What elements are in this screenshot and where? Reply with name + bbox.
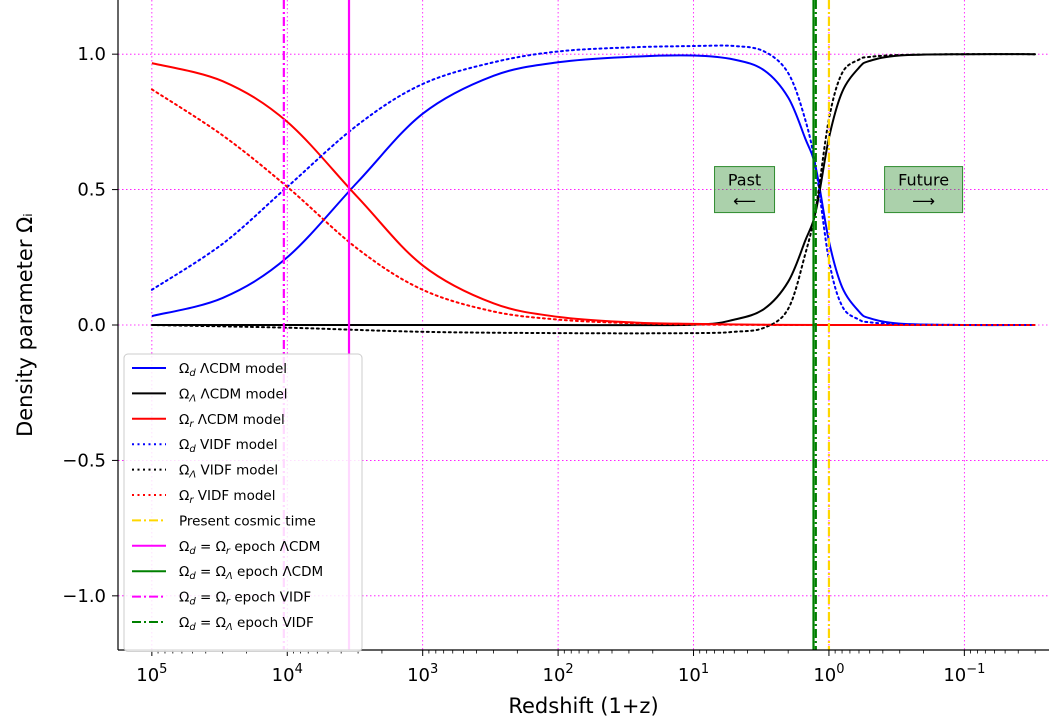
annotation-box-0 (714, 166, 776, 214)
series-line-2 (151, 62, 1036, 327)
legend-label-6: Present cosmic time (179, 513, 316, 529)
legend-label-5: Ωr VIDF model (179, 488, 275, 506)
x-tick-label-5: 100 (813, 662, 844, 686)
legend-label-3: Ωd VIDF model (179, 437, 278, 455)
y-axis-label: Density parameter Ωᵢ (13, 213, 37, 437)
series-line-0 (151, 54, 1036, 327)
series-layer (150, 44, 1037, 335)
legend: Ωd ΛCDM model ΩΛ ΛCDM model Ωr ΛCDM model Ω… (123, 353, 363, 652)
y-ticks: 1.0 0.5 0.0 −0.5 −1.0 (62, 44, 118, 607)
y-tick-label-0: 1.0 (77, 44, 106, 65)
annotation-arrow-1: ⟶ (912, 192, 935, 211)
series-line-3 (150, 44, 1037, 327)
x-tick-label-6: 10−1 (943, 662, 985, 686)
legend-label-1: ΩΛ ΛCDM model (179, 386, 288, 404)
x-tick-label-2: 103 (407, 662, 438, 686)
x-tick-label-1: 104 (272, 662, 303, 686)
legend-label-8: Ωd = ΩΛ epoch ΛCDM (179, 564, 323, 582)
annotation-label-0: Past (728, 171, 761, 190)
legend-label-0: Ωd ΛCDM model (179, 361, 287, 379)
x-axis-label: Redshift (1+z) (508, 694, 658, 718)
legend-label-10: Ωd = ΩΛ epoch VIDF (179, 615, 314, 633)
annotation-label-1: Future (898, 171, 949, 190)
y-tick-label-2: 0.0 (77, 315, 106, 336)
y-tick-label-3: −0.5 (62, 450, 106, 471)
y-tick-label-4: −1.0 (62, 586, 106, 607)
legend-label-2: Ωr ΛCDM model (179, 412, 285, 430)
x-tick-label-0: 105 (136, 662, 167, 686)
series-line-4 (150, 53, 1037, 335)
annotations: Past ⟵ Future ⟶ (714, 166, 964, 214)
series-line-5 (150, 88, 1037, 327)
legend-label-7: Ωd = Ωr epoch ΛCDM (179, 539, 320, 557)
legend-label-4: ΩΛ VIDF model (179, 463, 278, 481)
annotation-box-1 (884, 166, 964, 214)
x-ticks: 105 104 103 102 101 100 10−1 (136, 650, 1036, 686)
x-tick-label-3: 102 (543, 662, 574, 686)
legend-label-9: Ωd = Ωr epoch VIDF (179, 590, 311, 608)
x-tick-label-4: 101 (678, 662, 709, 686)
legend-frame (123, 353, 363, 652)
y-tick-label-1: 0.5 (77, 180, 106, 201)
series-line-1 (151, 53, 1036, 327)
annotation-arrow-0: ⟵ (733, 192, 756, 211)
